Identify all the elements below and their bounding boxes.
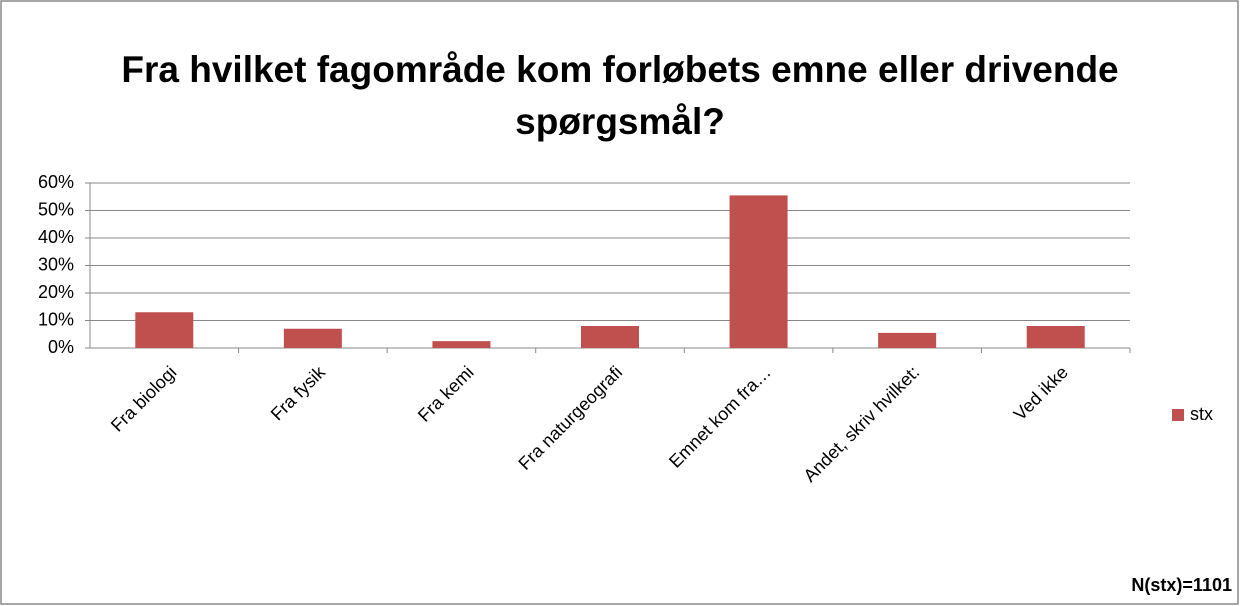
y-tick-label: 40% — [38, 227, 74, 247]
bar — [729, 195, 788, 348]
bar — [283, 328, 342, 348]
bar — [135, 312, 194, 348]
bar — [878, 332, 937, 348]
y-tick-label: 10% — [38, 309, 74, 329]
y-tick-label: 60% — [38, 172, 74, 192]
y-tick-label: 0% — [48, 337, 74, 357]
y-tick-label: 20% — [38, 282, 74, 302]
legend-label: stx — [1190, 404, 1213, 424]
y-tick-label: 50% — [38, 199, 74, 219]
chart-title: Fra hvilket fagområde kom forløbets emne… — [121, 49, 1119, 142]
bar — [581, 326, 639, 348]
bar — [1026, 326, 1085, 348]
bar — [432, 341, 491, 348]
annotation: N(stx)=1101 — [1131, 575, 1232, 595]
y-tick-label: 30% — [38, 254, 74, 274]
legend-swatch — [1172, 409, 1184, 421]
